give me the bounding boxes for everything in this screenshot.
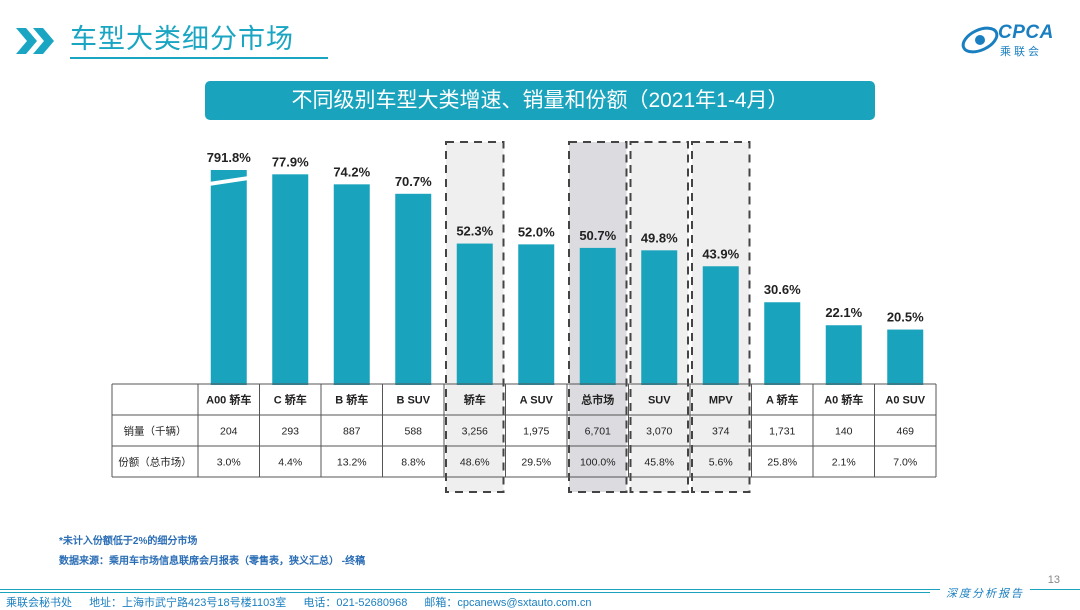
table-cell: 6,701: [585, 426, 611, 438]
category-tick-label: MPV: [709, 395, 734, 407]
table-cell: 3.0%: [217, 457, 241, 469]
footer-email: 邮箱：cpcanews@sxtauto.com.cn: [424, 597, 592, 609]
table-row-label: 份额（总市场）: [118, 456, 192, 469]
data-label: 50.7%: [579, 228, 616, 243]
bar: [702, 266, 739, 385]
footer-divider-secondary: [0, 592, 930, 593]
data-label: 22.1%: [825, 305, 862, 320]
bar: [518, 244, 555, 385]
category-tick-label: A 轿车: [766, 393, 799, 407]
bar: [272, 174, 309, 385]
page-title: 车型大类细分市场: [70, 24, 294, 54]
bar: [641, 250, 678, 385]
category-tick-label: 轿车: [464, 393, 486, 407]
category-tick-label: B 轿车: [335, 393, 368, 407]
footer-slogan: 深度分析报告: [940, 585, 1030, 601]
page-number: 13: [1047, 574, 1060, 586]
category-tick-label: B SUV: [396, 395, 430, 407]
data-label: 20.5%: [887, 310, 924, 325]
category-tick-label: A00 轿车: [206, 393, 251, 407]
table-cell: 4.4%: [278, 457, 302, 469]
axis-break-mark: [208, 176, 249, 186]
footer-address: 地址：上海市武宁路423号18号楼1103室: [89, 597, 287, 609]
table-cell: 25.8%: [767, 457, 797, 469]
table-cell: 48.6%: [460, 457, 490, 469]
bar: [395, 193, 432, 385]
bar: [579, 247, 616, 385]
category-tick-label: 总市场: [581, 393, 614, 407]
table-row-label: 销量（千辆）: [124, 425, 187, 438]
cpca-logo-icon: [961, 26, 999, 54]
title-underline: [70, 57, 328, 59]
data-label: 74.2%: [333, 164, 370, 179]
logo-subtext: 乘联会: [1000, 46, 1042, 58]
bar: [764, 302, 801, 385]
footer-phone: 电话：021-52680968: [303, 597, 408, 609]
bar: [456, 243, 493, 385]
category-tick-label: SUV: [648, 395, 671, 407]
data-label: 43.9%: [702, 246, 739, 261]
footer-org: 乘联会秘书处: [6, 597, 72, 609]
data-label: 77.9%: [272, 154, 309, 169]
data-label: 52.3%: [456, 224, 493, 239]
logo-text: CPCA: [998, 22, 1054, 43]
footnote-share: *未计入份额低于2%的细分市场: [59, 536, 198, 547]
data-label: 30.6%: [764, 282, 801, 297]
footer-divider: [0, 589, 1080, 590]
bar: [210, 170, 247, 385]
category-tick-label: A0 SUV: [885, 395, 925, 407]
category-tick-label: A SUV: [520, 395, 554, 407]
table-cell: 7.0%: [893, 457, 917, 469]
data-label: 52.0%: [518, 224, 555, 239]
category-tick-label: A0 轿车: [824, 393, 863, 407]
chart-title-banner: 不同级别车型大类增速、销量和份额（2021年1-4月）: [205, 81, 875, 120]
table-cell: 3,070: [646, 426, 672, 438]
category-tick-label: C 轿车: [274, 393, 307, 407]
table-cell: 293: [281, 426, 299, 438]
bar: [887, 329, 924, 385]
footnote-source: 数据来源：乘用车市场信息联席会月报表（零售表，狭义汇总） -终稿: [59, 556, 366, 567]
table-cell: 5.6%: [709, 457, 733, 469]
table-cell: 2.1%: [832, 457, 856, 469]
data-label: 70.7%: [395, 174, 432, 189]
table-cell: 1,731: [769, 426, 795, 438]
table-cell: 13.2%: [337, 457, 367, 469]
table-cell: 140: [835, 426, 853, 438]
table-cell: 8.8%: [401, 457, 425, 469]
table-cell: 204: [220, 426, 238, 438]
table-cell: 100.0%: [580, 457, 616, 469]
table-cell: 887: [343, 426, 361, 438]
table-cell: 45.8%: [644, 457, 674, 469]
data-label: 791.8%: [207, 150, 252, 165]
table-cell: 3,256: [462, 426, 488, 438]
data-label: 49.8%: [641, 230, 678, 245]
footer-info: 乘联会秘书处 地址：上海市武宁路423号18号楼1103室 电话：021-526…: [6, 594, 605, 610]
bar: [825, 325, 862, 385]
table-cell: 469: [896, 426, 914, 438]
table-cell: 588: [404, 426, 422, 438]
table-cell: 1,975: [523, 426, 549, 438]
table-cell: 29.5%: [521, 457, 551, 469]
header-chevron-icon: [16, 28, 54, 54]
table-cell: 374: [712, 426, 730, 438]
bar: [333, 184, 370, 385]
